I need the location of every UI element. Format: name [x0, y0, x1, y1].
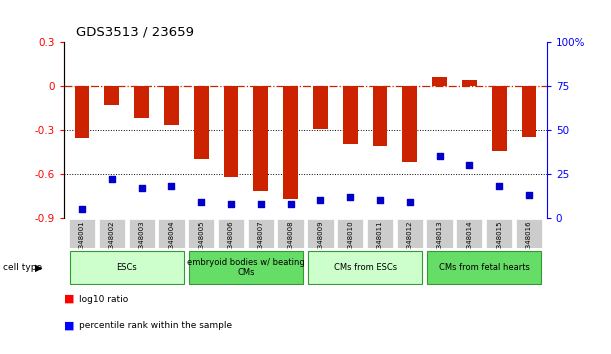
- Text: GSM348002: GSM348002: [109, 220, 115, 263]
- Bar: [313, 86, 328, 129]
- Text: GSM348007: GSM348007: [258, 220, 264, 263]
- Point: [256, 201, 266, 206]
- Point: [405, 199, 415, 205]
- Text: CMs from ESCs: CMs from ESCs: [334, 263, 397, 272]
- Point: [77, 206, 87, 212]
- Bar: [247, 219, 274, 248]
- Bar: [194, 86, 209, 159]
- Text: ■: ■: [64, 294, 75, 304]
- Bar: [397, 219, 423, 248]
- Bar: [337, 219, 364, 248]
- Text: embryoid bodies w/ beating
CMs: embryoid bodies w/ beating CMs: [187, 258, 305, 277]
- Bar: [99, 219, 125, 248]
- Point: [167, 183, 177, 189]
- Text: ■: ■: [64, 321, 75, 331]
- Text: GSM348009: GSM348009: [317, 220, 323, 263]
- Text: GSM348014: GSM348014: [466, 220, 472, 263]
- Text: GSM348004: GSM348004: [169, 220, 174, 263]
- Text: GSM348010: GSM348010: [347, 220, 353, 263]
- Bar: [492, 86, 507, 150]
- Bar: [164, 86, 179, 125]
- Point: [524, 192, 534, 198]
- Text: CMs from fetal hearts: CMs from fetal hearts: [439, 263, 530, 272]
- Text: GSM348001: GSM348001: [79, 220, 85, 263]
- Bar: [456, 219, 483, 248]
- Bar: [522, 86, 536, 137]
- Bar: [134, 86, 149, 118]
- Text: GSM348015: GSM348015: [496, 220, 502, 263]
- Text: GSM348016: GSM348016: [526, 220, 532, 263]
- Text: GSM348003: GSM348003: [139, 220, 145, 263]
- Bar: [70, 251, 184, 284]
- Bar: [427, 251, 541, 284]
- Point: [464, 162, 474, 168]
- Bar: [426, 219, 453, 248]
- Text: GSM348013: GSM348013: [437, 220, 442, 263]
- Point: [494, 183, 504, 189]
- Point: [107, 176, 117, 182]
- Bar: [158, 219, 185, 248]
- Text: GSM348005: GSM348005: [198, 220, 204, 263]
- Point: [226, 201, 236, 206]
- Text: ▶: ▶: [35, 262, 43, 272]
- Text: percentile rank within the sample: percentile rank within the sample: [79, 321, 233, 330]
- Point: [137, 185, 147, 191]
- Bar: [373, 86, 387, 146]
- Bar: [367, 219, 393, 248]
- Bar: [218, 219, 244, 248]
- Bar: [402, 86, 417, 162]
- Text: GSM348011: GSM348011: [377, 220, 383, 263]
- Text: log10 ratio: log10 ratio: [79, 295, 129, 304]
- Bar: [69, 219, 95, 248]
- Bar: [254, 86, 268, 192]
- Text: GSM348008: GSM348008: [288, 220, 294, 263]
- Bar: [308, 251, 422, 284]
- Point: [375, 198, 385, 203]
- Bar: [486, 219, 512, 248]
- Bar: [128, 219, 155, 248]
- Point: [315, 198, 325, 203]
- Bar: [283, 86, 298, 199]
- Bar: [75, 86, 89, 138]
- Point: [345, 194, 355, 200]
- Text: GDS3513 / 23659: GDS3513 / 23659: [76, 26, 194, 39]
- Text: cell type: cell type: [3, 263, 42, 272]
- Bar: [516, 219, 542, 248]
- Bar: [343, 86, 357, 144]
- Point: [286, 201, 296, 206]
- Bar: [277, 219, 304, 248]
- Text: GSM348012: GSM348012: [407, 220, 413, 263]
- Bar: [224, 86, 238, 177]
- Bar: [104, 86, 119, 105]
- Bar: [462, 80, 477, 86]
- Point: [434, 154, 444, 159]
- Bar: [307, 219, 334, 248]
- Bar: [188, 219, 214, 248]
- Text: ESCs: ESCs: [116, 263, 137, 272]
- Text: GSM348006: GSM348006: [228, 220, 234, 263]
- Point: [196, 199, 206, 205]
- Bar: [432, 77, 447, 86]
- Bar: [189, 251, 303, 284]
